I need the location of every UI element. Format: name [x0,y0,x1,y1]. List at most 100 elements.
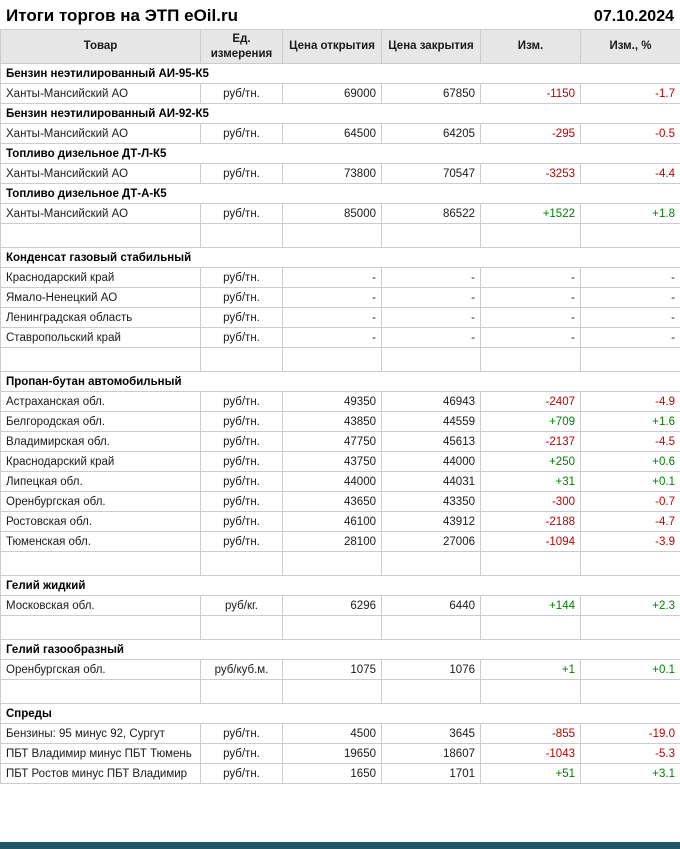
spacer-cell [381,615,481,640]
data-row: Оренбургская обл. руб/тн. 43650 43350 -300 -0… [0,491,680,512]
header-unit: Ед. измерения [200,29,283,64]
open-price: 46100 [282,511,382,532]
close-price: 3645 [381,723,481,744]
section-label: Гелий жидкий [0,575,680,596]
data-row: Московская обл. руб/кг. 6296 6440 +144 +2.3 [0,595,680,616]
unit: руб/тн. [200,287,283,308]
section-label: Топливо дизельное ДТ-А-К5 [0,183,680,204]
header-change: Изм. [480,29,581,64]
product-region: Ханты-Мансийский АО [0,163,201,184]
change-value: +1522 [480,203,581,224]
unit: руб/тн. [200,307,283,328]
product-region: Ханты-Мансийский АО [0,203,201,224]
change-value: -1043 [480,743,581,764]
product-region: Ростовская обл. [0,511,201,532]
data-row: Ростовская обл. руб/тн. 46100 43912 -2188 -4.… [0,511,680,532]
data-row: Краснодарский край руб/тн. - - - - [0,267,680,288]
change-percent: - [580,307,680,328]
change-value: - [480,267,581,288]
change-percent: +1.8 [580,203,680,224]
unit: руб/тн. [200,531,283,552]
change-value: -2137 [480,431,581,452]
close-price: 27006 [381,531,481,552]
change-percent: -4.4 [580,163,680,184]
page-title: Итоги торгов на ЭТП eOil.ru [6,6,238,25]
spacer-cell [0,551,201,576]
spacer-cell [580,615,680,640]
close-price: - [381,327,481,348]
spacer-cell [0,223,201,248]
spacer-cell [381,223,481,248]
close-price: 44031 [381,471,481,492]
unit: руб/тн. [200,511,283,532]
product-region: Тюменская обл. [0,531,201,552]
change-percent: +3.1 [580,763,680,784]
close-price: 6440 [381,595,481,616]
product-region: Владимирская обл. [0,431,201,452]
change-value: - [480,327,581,348]
change-value: +250 [480,451,581,472]
spacer-cell [200,679,283,704]
data-row: ПБТ Владимир минус ПБТ Тюмень руб/тн. 1965… [0,743,680,764]
open-price: 6296 [282,595,382,616]
section-row: Гелий газообразный [0,639,680,660]
open-price: - [282,327,382,348]
unit: руб/тн. [200,451,283,472]
product-region: ПБТ Ростов минус ПБТ Владимир [0,763,201,784]
change-percent: -3.9 [580,531,680,552]
change-percent: -4.5 [580,431,680,452]
spacer-cell [480,615,581,640]
open-price: 69000 [282,83,382,104]
section-row: Гелий жидкий [0,575,680,596]
open-price: 44000 [282,471,382,492]
unit: руб/куб.м. [200,659,283,680]
change-percent: -19.0 [580,723,680,744]
open-price: 43750 [282,451,382,472]
unit: руб/кг. [200,595,283,616]
unit: руб/тн. [200,431,283,452]
spacer-cell [200,347,283,372]
spacer-cell [580,679,680,704]
close-price: - [381,267,481,288]
section-row: Топливо дизельное ДТ-А-К5 [0,183,680,204]
change-percent: - [580,267,680,288]
table-header: Товар Ед. измерения Цена открытия Цена з… [0,29,680,64]
spacer-cell [282,223,382,248]
change-value: +51 [480,763,581,784]
close-price: 67850 [381,83,481,104]
close-price: 1701 [381,763,481,784]
data-row: Тюменская обл. руб/тн. 28100 27006 -1094 -3.9 [0,531,680,552]
change-percent: -1.7 [580,83,680,104]
section-row: Бензин неэтилированный АИ-95-К5 [0,63,680,84]
data-row: Белгородская обл. руб/тн. 43850 44559 +709 +1… [0,411,680,432]
change-percent: -5.3 [580,743,680,764]
spacer-cell [381,551,481,576]
spacer-cell [200,615,283,640]
section-label: Топливо дизельное ДТ-Л-К5 [0,143,680,164]
header-row: Товар Ед. измерения Цена открытия Цена з… [0,29,680,64]
data-row: Ханты-Мансийский АО руб/тн. 85000 86522 +152… [0,203,680,224]
unit: руб/тн. [200,203,283,224]
spacer-cell [580,347,680,372]
data-row: Оренбургская обл. руб/куб.м. 1075 1076 +1 +0.… [0,659,680,680]
spacer-cell [200,223,283,248]
product-region: Ханты-Мансийский АО [0,123,201,144]
change-percent: -4.9 [580,391,680,412]
unit: руб/тн. [200,391,283,412]
change-percent: -0.5 [580,123,680,144]
open-price: 73800 [282,163,382,184]
change-percent: +0.1 [580,659,680,680]
close-price: 70547 [381,163,481,184]
footer-bar [0,842,680,849]
section-label: Бензин неэтилированный АИ-92-К5 [0,103,680,124]
spacer-row [0,679,680,704]
spacer-cell [480,551,581,576]
change-value: -295 [480,123,581,144]
titlebar: Итоги торгов на ЭТП eOil.ru 07.10.2024 [0,0,680,29]
close-price: 86522 [381,203,481,224]
change-value: +709 [480,411,581,432]
close-price: 46943 [381,391,481,412]
change-percent: +0.6 [580,451,680,472]
spacer-row [0,223,680,248]
section-label: Пропан-бутан автомобильный [0,371,680,392]
